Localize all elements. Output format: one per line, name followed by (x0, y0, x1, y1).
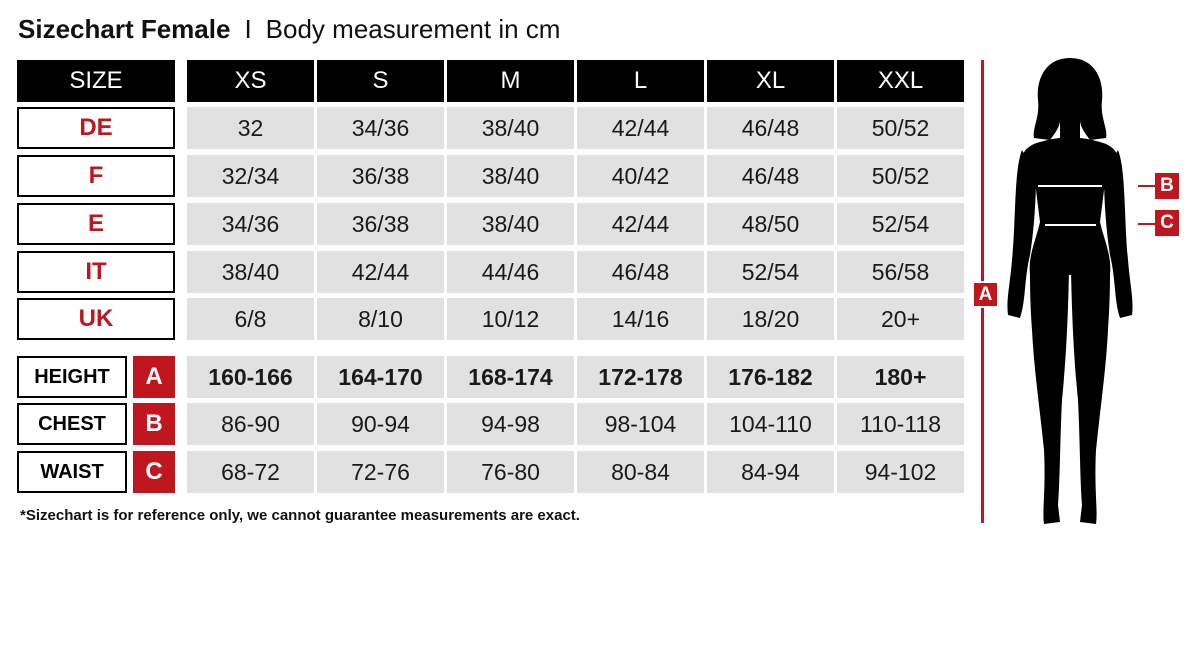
size-header-label: SIZE (17, 60, 175, 102)
table-cell: 72-76 (317, 451, 444, 493)
table-cell: 18/20 (707, 298, 834, 340)
title-subtitle: Body measurement in cm (265, 14, 561, 44)
table-cell: 6/8 (187, 298, 314, 340)
row-label-f: F (17, 155, 175, 197)
table-cell: 46/48 (577, 251, 704, 293)
disclaimer-note: *Sizechart is for reference only, we can… (20, 507, 580, 524)
table-cell: 36/38 (317, 155, 444, 197)
row-label-uk: UK (17, 298, 175, 340)
table-cell: 176-182 (707, 356, 834, 398)
table-cell: 10/12 (447, 298, 574, 340)
table-cell: 86-90 (187, 403, 314, 445)
table-cell: 46/48 (707, 107, 834, 149)
size-header-m: M (447, 60, 574, 102)
table-cell: 180+ (837, 356, 964, 398)
table-cell: 48/50 (707, 203, 834, 245)
chart-title: Sizechart Female I Body measurement in cm (18, 14, 560, 45)
table-cell: 42/44 (577, 203, 704, 245)
table-cell: 32 (187, 107, 314, 149)
table-cell: 50/52 (837, 107, 964, 149)
measurement-badge-b: B (133, 403, 175, 445)
table-cell: 80-84 (577, 451, 704, 493)
table-cell: 20+ (837, 298, 964, 340)
table-cell: 172-178 (577, 356, 704, 398)
table-cell: 94-98 (447, 403, 574, 445)
table-cell: 98-104 (577, 403, 704, 445)
table-cell: 168-174 (447, 356, 574, 398)
size-header-s: S (317, 60, 444, 102)
table-cell: 44/46 (447, 251, 574, 293)
table-cell: 38/40 (447, 155, 574, 197)
table-cell: 46/48 (707, 155, 834, 197)
row-label-e: E (17, 203, 175, 245)
height-marker-badge: A (972, 281, 999, 308)
table-cell: 42/44 (577, 107, 704, 149)
size-header-l: L (577, 60, 704, 102)
table-cell: 38/40 (187, 251, 314, 293)
title-separator: I (244, 14, 252, 44)
waist-marker-badge: C (1155, 210, 1179, 236)
table-cell: 110-118 (837, 403, 964, 445)
row-label-de: DE (17, 107, 175, 149)
table-cell: 42/44 (317, 251, 444, 293)
table-cell: 34/36 (317, 107, 444, 149)
table-cell: 34/36 (187, 203, 314, 245)
table-cell: 40/42 (577, 155, 704, 197)
size-header-xs: XS (187, 60, 314, 102)
table-cell: 84-94 (707, 451, 834, 493)
size-header-xxl: XXL (837, 60, 964, 102)
table-cell: 52/54 (707, 251, 834, 293)
table-cell: 68-72 (187, 451, 314, 493)
table-cell: 32/34 (187, 155, 314, 197)
title-main: Sizechart Female (18, 14, 231, 44)
table-cell: 52/54 (837, 203, 964, 245)
row-label-waist: WAIST (17, 451, 127, 493)
table-cell: 36/38 (317, 203, 444, 245)
table-cell: 56/58 (837, 251, 964, 293)
table-cell: 94-102 (837, 451, 964, 493)
table-cell: 8/10 (317, 298, 444, 340)
measurement-badge-a: A (133, 356, 175, 398)
table-cell: 50/52 (837, 155, 964, 197)
table-cell: 38/40 (447, 107, 574, 149)
chest-marker-badge: B (1155, 173, 1179, 199)
size-header-xl: XL (707, 60, 834, 102)
table-cell: 76-80 (447, 451, 574, 493)
measurement-badge-c: C (133, 451, 175, 493)
table-cell: 104-110 (707, 403, 834, 445)
table-cell: 164-170 (317, 356, 444, 398)
row-label-it: IT (17, 251, 175, 293)
table-cell: 90-94 (317, 403, 444, 445)
table-cell: 160-166 (187, 356, 314, 398)
table-cell: 38/40 (447, 203, 574, 245)
row-label-chest: CHEST (17, 403, 127, 445)
row-label-height: HEIGHT (17, 356, 127, 398)
table-cell: 14/16 (577, 298, 704, 340)
silhouette-body (1007, 58, 1133, 524)
